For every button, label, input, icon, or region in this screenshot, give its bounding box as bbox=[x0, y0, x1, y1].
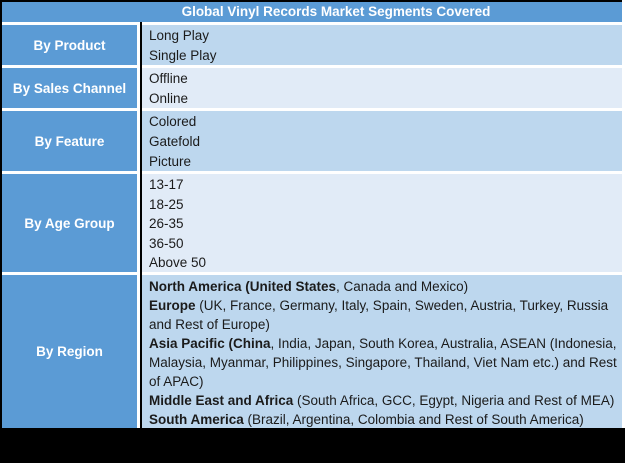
row-values-by-sales-channel: Offline Online bbox=[142, 68, 622, 108]
region-line: South America (Brazil, Argentina, Colomb… bbox=[149, 412, 584, 427]
content-line: 18-25 bbox=[149, 196, 184, 212]
market-segments-table: Global Vinyl Records Market Segments Cov… bbox=[0, 0, 622, 430]
content-line: Gatefold bbox=[149, 134, 201, 149]
content-line: 13-17 bbox=[149, 177, 184, 192]
row-values-by-age-group: 13-17 18-25 26-35 36-50 Above 50 bbox=[142, 174, 622, 272]
table-row-by-sales-channel: By Sales Channel Offline Online bbox=[2, 68, 622, 108]
content-line: Single Play bbox=[149, 48, 217, 63]
region-line: Middle East and Africa (South Africa, GC… bbox=[149, 393, 615, 408]
content-line: Long Play bbox=[149, 28, 210, 43]
content-line: Colored bbox=[149, 114, 197, 129]
letterbox-bottom-band bbox=[0, 428, 625, 463]
row-label-by-sales-channel: By Sales Channel bbox=[2, 68, 137, 108]
region-line: of APAC) bbox=[149, 374, 204, 389]
content-line: 26-35 bbox=[149, 216, 184, 231]
row-label-by-age-group: By Age Group bbox=[2, 174, 137, 272]
content-line: 36-50 bbox=[149, 235, 184, 251]
row-values-by-region: North America (United States, Canada and… bbox=[142, 275, 622, 428]
table-row-by-age-group: By Age Group 13-17 18-25 26-35 36-50 Abo… bbox=[2, 174, 622, 272]
region-line: Europe (UK, France, Germany, Italy, Spai… bbox=[149, 298, 609, 313]
region-line: and Rest of Europe) bbox=[149, 317, 270, 332]
row-label-by-feature: By Feature bbox=[2, 111, 137, 171]
table-row-by-product: By Product Long Play Single Play bbox=[2, 25, 622, 65]
table-row-by-feature: By Feature Colored Gatefold Picture bbox=[2, 111, 622, 171]
row-values-by-feature: Colored Gatefold Picture bbox=[142, 111, 622, 171]
table-row-by-region: By Region North America (United States, … bbox=[2, 275, 622, 428]
row-label-by-region: By Region bbox=[2, 275, 137, 428]
content-line: Online bbox=[149, 91, 189, 106]
content-line: Offline bbox=[149, 71, 188, 86]
content-line: Picture bbox=[149, 154, 192, 169]
content-line: Above 50 bbox=[149, 255, 207, 270]
region-line: Asia Pacific (China, India, Japan, South… bbox=[149, 336, 617, 351]
region-line: Malaysia, Myanmar, Philippines, Singapor… bbox=[149, 355, 617, 370]
region-line: North America (United States, Canada and… bbox=[149, 279, 469, 294]
table-title: Global Vinyl Records Market Segments Cov… bbox=[2, 2, 622, 22]
row-label-by-product: By Product bbox=[2, 25, 137, 65]
row-values-by-product: Long Play Single Play bbox=[142, 25, 622, 65]
column-divider bbox=[140, 22, 142, 428]
